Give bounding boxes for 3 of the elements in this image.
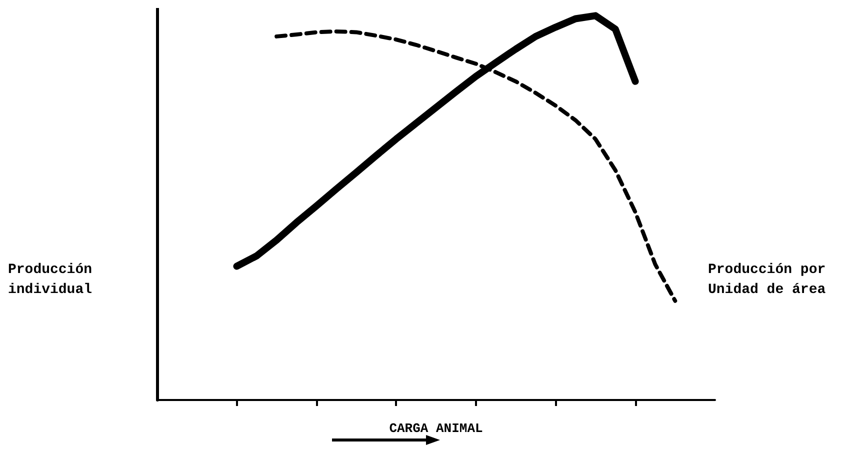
y-axis-title: Producción individual (8, 262, 100, 298)
x-axis-title: CARGA ANIMAL (389, 421, 483, 436)
y2-axis-title: Producción por Unidad de área (708, 262, 834, 298)
